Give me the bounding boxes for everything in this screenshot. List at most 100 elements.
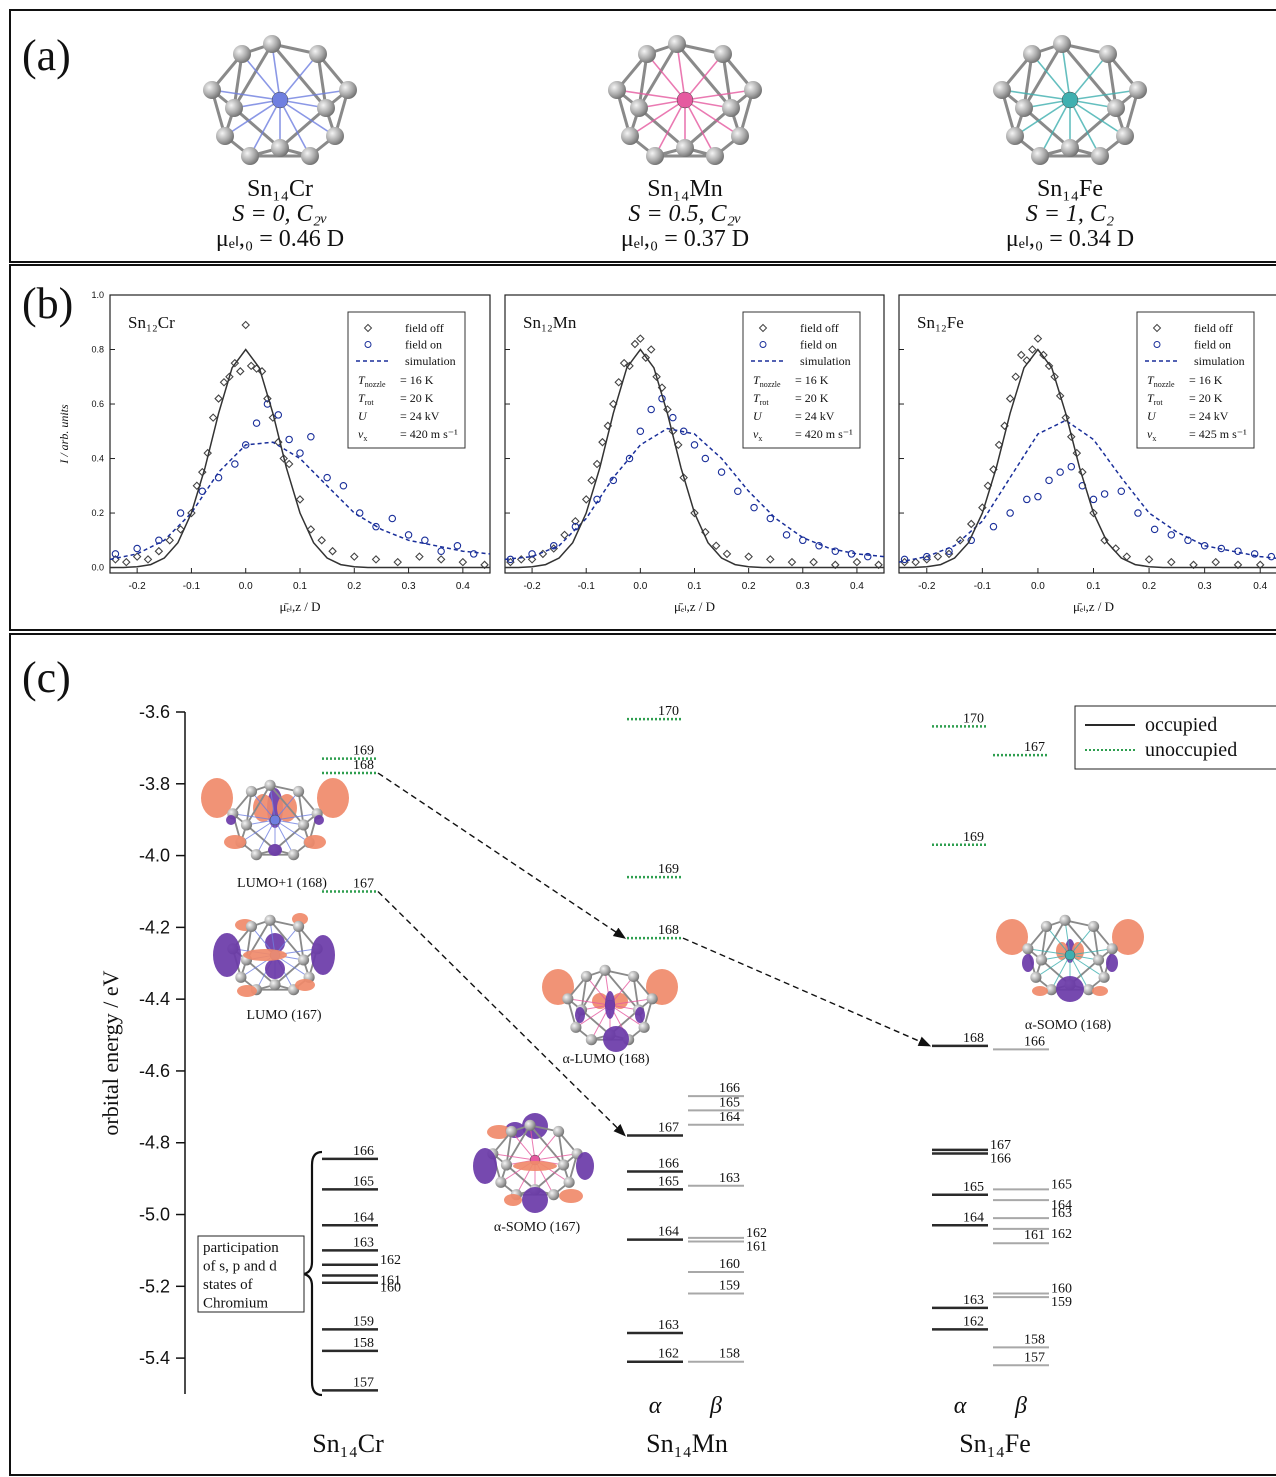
param-symbol-sub: rot: [365, 398, 375, 407]
bond: [638, 106, 686, 150]
orbital-lobe: [277, 794, 297, 822]
bond: [534, 1131, 559, 1161]
marker-diamond: [625, 361, 634, 371]
bond: [684, 106, 732, 150]
atom: [301, 147, 319, 165]
bond: [1061, 43, 1071, 101]
marker-circle: [388, 514, 397, 523]
orbital-lobe: [513, 1161, 557, 1171]
level-label: 168: [353, 758, 374, 773]
orbital-lobe: [268, 844, 282, 856]
y-tick-label: 0.2: [91, 508, 104, 518]
y-tick-label: -5.2: [139, 1276, 170, 1296]
marker-diamond: [787, 557, 797, 567]
param-symbol: vx: [1147, 427, 1156, 443]
marker-diamond: [766, 555, 775, 564]
bond: [1069, 89, 1139, 101]
param-symbol: Tnozzle: [1147, 373, 1175, 389]
atom: [722, 99, 740, 117]
param-symbol: Tnozzle: [753, 373, 781, 389]
column-name: Sn₁₄Mn: [646, 1429, 728, 1458]
y-tick-label: 1.0: [91, 290, 104, 300]
marker-diamond: [1061, 413, 1070, 422]
param-value: = 16 K: [1189, 373, 1223, 387]
atom: [326, 127, 344, 145]
bond: [274, 819, 310, 843]
bond: [251, 791, 276, 821]
y-tick-label: 0.6: [91, 399, 104, 409]
marker-diamond: [679, 473, 688, 482]
atom: [309, 45, 327, 63]
atom: [570, 1021, 582, 1033]
marker-circle: [799, 536, 807, 545]
y-tick-label: 0.0: [91, 563, 104, 573]
orbital-lobe: [1106, 954, 1118, 972]
marker-diamond: [809, 557, 818, 567]
atom: [1031, 147, 1049, 165]
atom: [225, 99, 243, 117]
atom: [235, 971, 247, 983]
marker-diamond: [744, 552, 753, 561]
marker-diamond: [571, 516, 580, 526]
legend-label: field on: [1194, 338, 1231, 352]
orbital-picture: α-SOMO (167): [473, 1113, 594, 1235]
x-tick-label: 0.2: [347, 581, 361, 592]
structure-spin: S = 0.5, C₂ᵥ: [628, 201, 741, 227]
level-label: 163: [658, 1318, 679, 1333]
marker-diamond: [652, 372, 661, 382]
bond: [721, 53, 733, 109]
level-label: 164: [719, 1110, 740, 1125]
atom: [317, 99, 335, 117]
x-tick-label: -0.2: [523, 581, 541, 592]
bond: [245, 791, 253, 826]
param-value: = 24 kV: [1189, 409, 1229, 423]
bond: [1014, 99, 1071, 137]
level-label: 162: [963, 1314, 984, 1329]
param-symbol-sub: nozzle: [1154, 380, 1175, 389]
orbital-lobe: [504, 1194, 522, 1206]
marker-diamond: [598, 437, 607, 447]
structure-dipole: μₑₗ,₀ = 0.46 D: [216, 226, 344, 252]
center-atom: [676, 91, 694, 109]
marker-circle: [231, 460, 239, 468]
atom: [731, 127, 749, 145]
marker-diamond: [132, 552, 142, 561]
bond: [632, 976, 640, 1011]
bond: [1027, 948, 1071, 956]
param-symbol-main: v: [358, 427, 364, 441]
orbital-lobe: [1032, 986, 1048, 996]
marker-diamond: [458, 557, 468, 567]
bond: [684, 53, 724, 101]
marker-diamond: [614, 377, 623, 387]
bond: [1031, 53, 1071, 101]
atom: [297, 954, 310, 966]
marker-diamond: [983, 481, 993, 491]
level-label: 161: [746, 1239, 767, 1254]
orbital-lobe: [201, 778, 233, 818]
x-axis-label: μ̄ₑₗ,z / D: [280, 599, 321, 614]
marker-diamond: [955, 536, 965, 545]
param-symbol: vx: [753, 427, 762, 443]
bond: [654, 99, 686, 157]
orbital-caption: α-LUMO (168): [562, 1052, 649, 1067]
center-atom: [269, 814, 281, 826]
legend-box: [742, 311, 861, 449]
bond: [279, 106, 327, 150]
marker-circle: [625, 454, 634, 463]
bond: [492, 1153, 536, 1161]
structure-dipole: μₑₗ,₀ = 0.37 D: [621, 226, 749, 252]
level-label: 160: [719, 1257, 740, 1272]
level-label: 159: [353, 1314, 374, 1329]
marker-diamond: [219, 377, 229, 387]
atom: [271, 139, 289, 157]
param-symbol: Tnozzle: [358, 373, 386, 389]
note-box: [197, 1235, 305, 1313]
bond: [684, 89, 754, 101]
orbital-picture: α-LUMO (168): [542, 964, 678, 1067]
bond: [676, 43, 686, 101]
level-label: 163: [1051, 1206, 1072, 1221]
bond: [274, 926, 299, 956]
marker-diamond: [1233, 560, 1243, 570]
